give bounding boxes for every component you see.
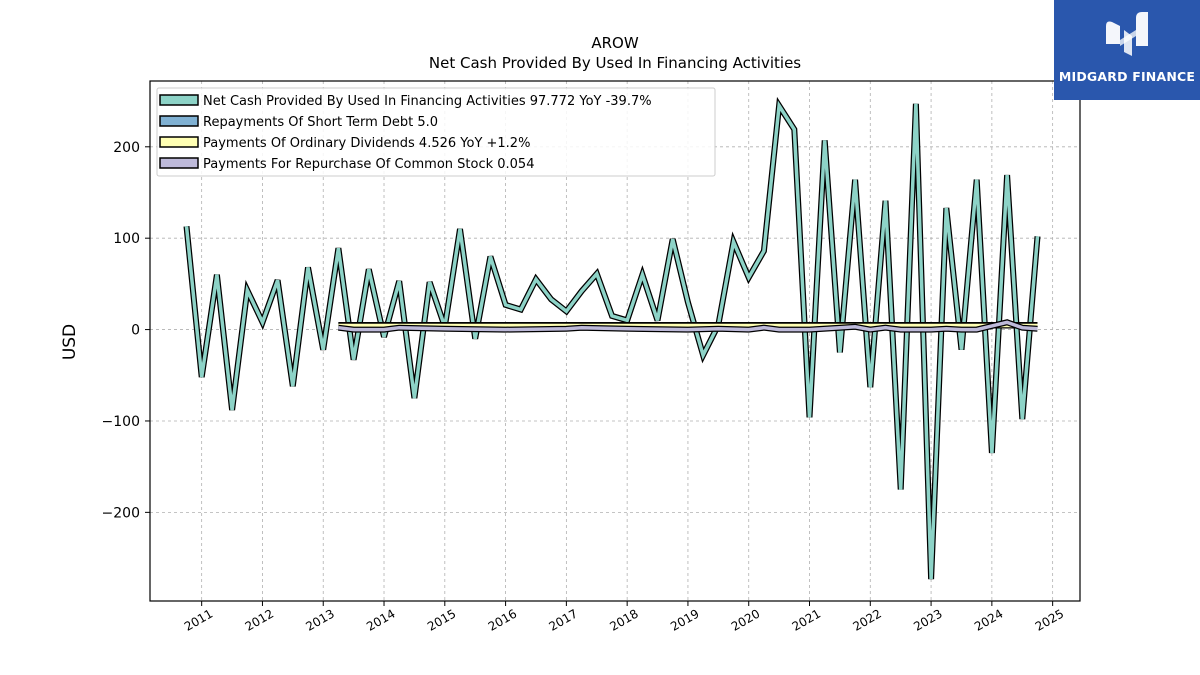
plot-frame (149, 80, 1081, 602)
y-tick-label: −100 (102, 414, 140, 430)
y-tick-label: 100 (113, 231, 140, 247)
x-tick-label: 2011 (182, 606, 215, 633)
y-tick-label: 0 (131, 323, 140, 339)
y-axis-label: USD (60, 324, 80, 360)
chart-subtitle: Net Cash Provided By Used In Financing A… (429, 54, 801, 72)
x-tick-label: 2014 (364, 606, 397, 633)
logo-text: MIDGARD FINANCE (1058, 69, 1196, 84)
x-tick-label: 2015 (425, 606, 458, 633)
legend-entry: Payments For Repurchase Of Common Stock … (203, 157, 534, 172)
x-tick-label: 2020 (729, 606, 762, 633)
chart-title-group: AROW Net Cash Provided By Used In Financ… (429, 34, 801, 72)
legend-swatch (159, 115, 199, 127)
x-tick-label: 2018 (607, 606, 640, 633)
x-tick-label: 2025 (1033, 606, 1066, 633)
legend-entry: Net Cash Provided By Used In Financing A… (203, 94, 652, 109)
series-layer (183, 96, 1041, 580)
legend-box (156, 87, 716, 177)
x-tick-label: 2021 (790, 606, 823, 633)
x-tick-label: 2023 (911, 606, 944, 633)
legend-swatch (159, 157, 199, 169)
x-tick-label: 2012 (243, 606, 276, 633)
x-tick-label: 2016 (486, 606, 519, 633)
x-tick-label: 2022 (850, 606, 883, 633)
series-line-3 (338, 320, 1038, 332)
series-line-0 (184, 100, 1040, 580)
legend-entry: Repayments Of Short Term Debt 5.0 (203, 115, 438, 130)
x-tick-label: 2017 (547, 606, 580, 633)
y-tick-label: −200 (102, 505, 140, 521)
legend-swatch (159, 94, 199, 106)
x-tick-label: 2013 (303, 606, 336, 633)
midgard-finance-logo: MIDGARD FINANCE (1054, 0, 1200, 100)
x-tick-label: 2019 (668, 606, 701, 633)
y-tick-label: 200 (113, 140, 140, 156)
legend: Net Cash Provided By Used In Financing A… (156, 87, 716, 177)
midgard-m-logo-icon (1106, 12, 1148, 56)
grid-layer (150, 81, 1080, 601)
chart-title: AROW (591, 34, 638, 52)
legend-entry: Payments Of Ordinary Dividends 4.526 YoY… (203, 136, 530, 151)
x-tick-label: 2024 (972, 606, 1005, 633)
legend-swatch (159, 136, 199, 148)
